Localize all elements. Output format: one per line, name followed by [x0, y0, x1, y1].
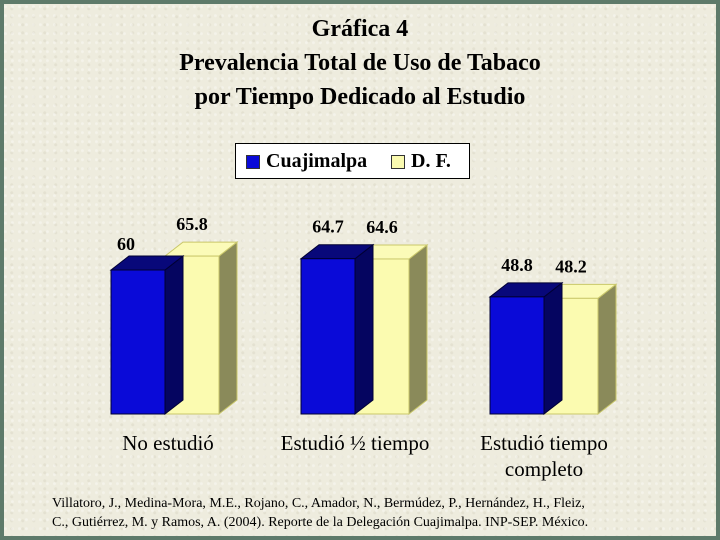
data-label-cuajimalpa-2: 48.8 — [501, 255, 533, 275]
bar-cuajimalpa-2 — [489, 296, 545, 415]
data-label-d-f-2: 48.2 — [555, 256, 587, 276]
legend-label-df: D. F. — [411, 150, 451, 172]
data-label-d-f-0: 65.8 — [176, 214, 208, 234]
category-label-2-1: completo — [505, 457, 583, 481]
legend-item-cuajimalpa: Cuajimalpa — [246, 150, 367, 173]
chart-title-line-2: Prevalencia Total de Uso de Tabaco — [179, 50, 541, 76]
bar-side-d-f-1 — [408, 243, 428, 416]
bar-side-cuajimalpa-2 — [543, 281, 563, 416]
slide-frame: Gráfica 4 Prevalencia Total de Uso de Ta… — [4, 4, 716, 536]
bar-side-cuajimalpa-1 — [354, 243, 374, 416]
data-label-cuajimalpa-0: 60 — [117, 234, 135, 254]
bar-chart: 60 65.8 No estudió 64.7 64.6 Estudió ½ tiempo… — [109, 214, 618, 481]
bar-side-cuajimalpa-0 — [164, 254, 184, 416]
category-label-0: No estudió — [122, 431, 214, 455]
bar-side-d-f-0 — [218, 241, 238, 416]
legend-swatch-df — [391, 154, 405, 169]
data-label-cuajimalpa-1: 64.7 — [312, 217, 344, 237]
citation-line-1: Villatoro, J., Medina-Mora, M.E., Rojano… — [52, 496, 585, 511]
chart-title-line-1: Gráfica 4 — [311, 16, 409, 42]
category-label-1: Estudió ½ tiempo — [281, 431, 430, 455]
legend-swatch-cuajimalpa — [246, 154, 260, 169]
bar-cuajimalpa-1 — [300, 258, 356, 415]
bar-cuajimalpa-0 — [110, 269, 166, 415]
citation-line-2: C., Gutiérrez, M. y Ramos, A. (2004). Re… — [52, 515, 589, 530]
legend-item-df: D. F. — [391, 150, 451, 173]
chart-title-line-3: por Tiempo Dedicado al Estudio — [194, 84, 526, 110]
category-label-2-0: Estudió tiempo — [480, 431, 608, 455]
citation: Villatoro, J., Medina-Mora, M.E., Rojano… — [52, 494, 692, 532]
legend-label-cuajimalpa: Cuajimalpa — [266, 150, 368, 172]
bar-side-d-f-2 — [597, 283, 617, 416]
chart-legend: Cuajimalpa D. F. — [235, 143, 470, 179]
data-label-d-f-1: 64.6 — [366, 217, 398, 237]
